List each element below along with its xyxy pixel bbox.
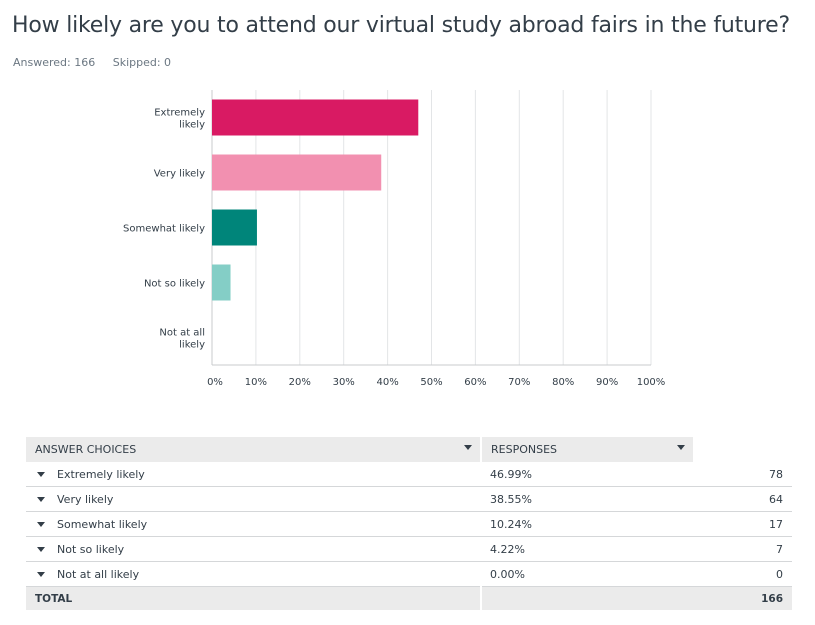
x-tick-label: 10% <box>245 377 267 388</box>
response-count: 78 <box>692 462 792 487</box>
answer-choice-label: Not at all likely <box>57 567 140 581</box>
x-tick-label: 50% <box>420 377 442 388</box>
x-tick-label: 40% <box>376 377 398 388</box>
response-count: 0 <box>692 561 792 587</box>
x-tick-label: 0% <box>207 377 223 388</box>
responses-header[interactable]: RESPONSES <box>481 437 693 462</box>
table-row: Extremely likely 46.99% 78 <box>26 462 792 487</box>
total-spacer <box>481 586 693 610</box>
response-percent: 46.99% <box>481 462 693 487</box>
answer-choice-cell[interactable]: Somewhat likely <box>26 511 481 537</box>
category-label: likely <box>179 340 205 351</box>
response-count: 64 <box>692 486 792 512</box>
chevron-down-icon[interactable] <box>37 572 45 577</box>
category-label: likely <box>179 120 205 131</box>
category-label: Very likely <box>154 169 205 180</box>
x-tick-label: 80% <box>552 377 574 388</box>
answer-choice-cell[interactable]: Extremely likely <box>26 462 481 487</box>
bar-chart: 0% 10% 20% 30% 40% 50% 60% 70% 80% 90% 100% Extreme… <box>123 90 666 388</box>
response-percent: 10.24% <box>481 511 693 537</box>
response-percent: 0.00% <box>481 561 693 587</box>
total-row: TOTAL 166 <box>26 586 792 610</box>
x-tick-label: 100% <box>637 377 666 388</box>
answer-choices-header[interactable]: ANSWER CHOICES <box>26 437 482 462</box>
x-tick-label: 30% <box>333 377 355 388</box>
sort-icon[interactable] <box>464 445 472 450</box>
response-percent: 4.22% <box>481 536 693 562</box>
x-tick-label: 70% <box>508 377 530 388</box>
sort-icon[interactable] <box>676 445 685 450</box>
chevron-down-icon[interactable] <box>37 497 45 502</box>
answer-choice-label: Somewhat likely <box>57 517 148 531</box>
answered-count: Answered: 166 <box>13 56 96 69</box>
chevron-down-icon[interactable] <box>37 472 45 477</box>
x-tick-label: 60% <box>464 377 486 388</box>
response-count: 17 <box>692 511 792 537</box>
category-label: Somewhat likely <box>123 224 205 235</box>
response-meta: Answered: 166 Skipped: 0 <box>13 56 185 69</box>
skipped-count: Skipped: 0 <box>112 56 172 69</box>
total-value: 166 <box>692 586 792 610</box>
question-title: How likely are you to attend our virtual… <box>12 13 790 38</box>
table-row: Somewhat likely 10.24% 17 <box>26 511 792 537</box>
category-label: Extremely <box>154 108 205 119</box>
responses-header-label: RESPONSES <box>491 443 558 456</box>
response-percent: 38.55% <box>481 486 693 512</box>
responses-table: ANSWER CHOICES RESPONSES Extremely likel… <box>26 437 792 610</box>
answer-choice-label: Not so likely <box>57 542 125 556</box>
chevron-down-icon[interactable] <box>37 547 45 552</box>
bar <box>212 154 382 191</box>
table-row: Not so likely 4.22% 7 <box>26 536 792 562</box>
table-header-row: ANSWER CHOICES RESPONSES <box>26 437 792 462</box>
answer-choice-label: Extremely likely <box>57 467 145 481</box>
response-count: 7 <box>692 536 792 562</box>
x-tick-label: 90% <box>596 377 618 388</box>
table-row: Very likely 38.55% 64 <box>26 486 792 512</box>
answer-choice-cell[interactable]: Not at all likely <box>26 561 481 587</box>
total-label: TOTAL <box>26 586 482 610</box>
answer-choices-header-label: ANSWER CHOICES <box>35 443 137 456</box>
answer-choice-cell[interactable]: Not so likely <box>26 536 481 562</box>
answer-choice-label: Very likely <box>57 492 114 506</box>
chevron-down-icon[interactable] <box>37 522 45 527</box>
answer-choice-cell[interactable]: Very likely <box>26 486 481 512</box>
bar <box>212 264 231 301</box>
x-tick-label: 20% <box>289 377 311 388</box>
bar <box>212 209 257 246</box>
bar <box>212 99 419 136</box>
category-label: Not so likely <box>144 279 205 290</box>
category-label: Not at all <box>159 328 205 339</box>
table-row: Not at all likely 0.00% 0 <box>26 561 792 587</box>
